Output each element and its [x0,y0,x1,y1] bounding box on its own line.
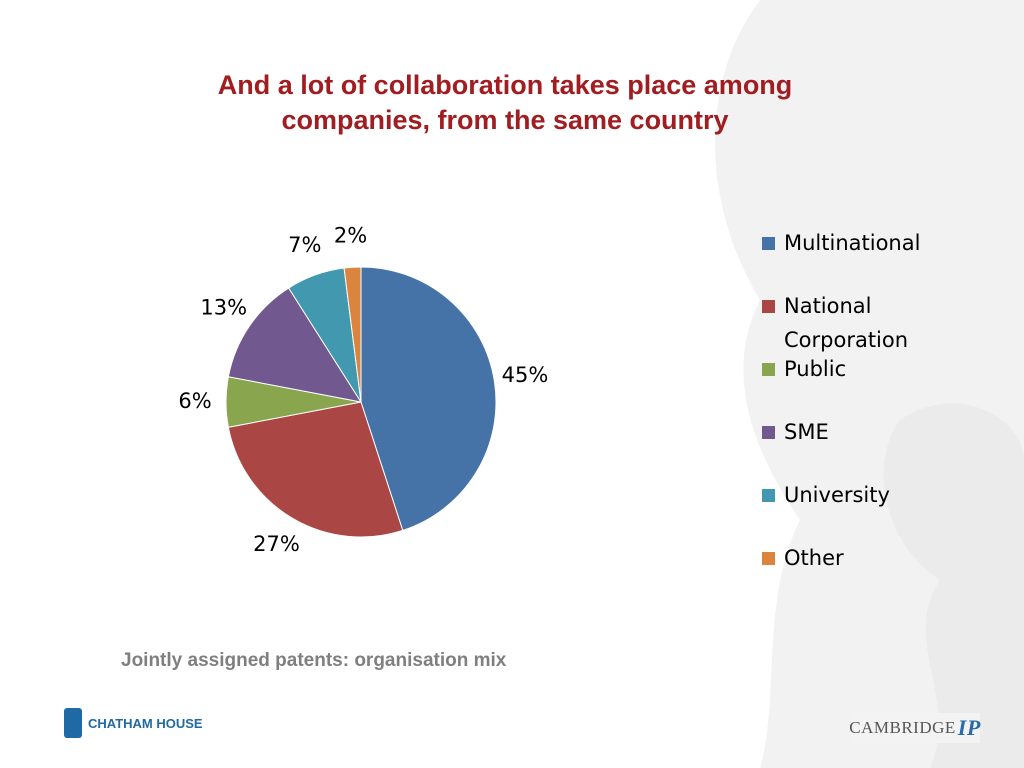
pie-slice [360,266,497,532]
pie-slice [227,401,404,538]
data-label: 13% [200,296,247,320]
legend-item: Multinational [762,226,952,289]
legend-item: SME [762,415,952,478]
pie-slice [343,266,362,403]
title: And a lot of collaboration takes place a… [217,70,793,135]
data-label: 45% [502,363,549,387]
legend-item: National Corporation [762,289,952,352]
legend-swatch [762,489,775,502]
logo-text: CHATHAM HOUSE [88,715,203,731]
legend-label: Multinational [784,231,921,255]
legend-label: University [784,483,890,507]
data-label: 2% [334,223,367,247]
data-label: 6% [178,389,211,413]
legend-swatch [762,237,775,250]
legend-swatch [762,552,775,565]
data-label: 27% [253,532,300,556]
data-label: 7% [288,233,321,257]
caption: Jointly assigned patents: organisation m… [121,650,507,671]
legend-label: SME [784,420,829,444]
legend-label: National Corporation [784,294,909,352]
legend-label: Other [784,546,844,570]
legend-item: Public [762,352,952,415]
legend-swatch [762,426,775,439]
legend-swatch [762,363,775,376]
legend-item: Other [762,541,952,604]
logo: CAMBRIDGE IP [849,713,981,743]
legend-item: University [762,478,952,541]
logo-mark: IP [957,715,981,740]
logo: CHATHAM HOUSE [64,708,203,738]
logo-text: CAMBRIDGE [849,718,956,737]
pie-slice [227,287,363,403]
logo-icon [64,708,82,738]
legend-swatch [762,300,775,313]
legend: Multinational National Corporation Public S… [762,226,952,604]
legend-label: Public [784,357,847,381]
silhouette [883,403,1024,768]
